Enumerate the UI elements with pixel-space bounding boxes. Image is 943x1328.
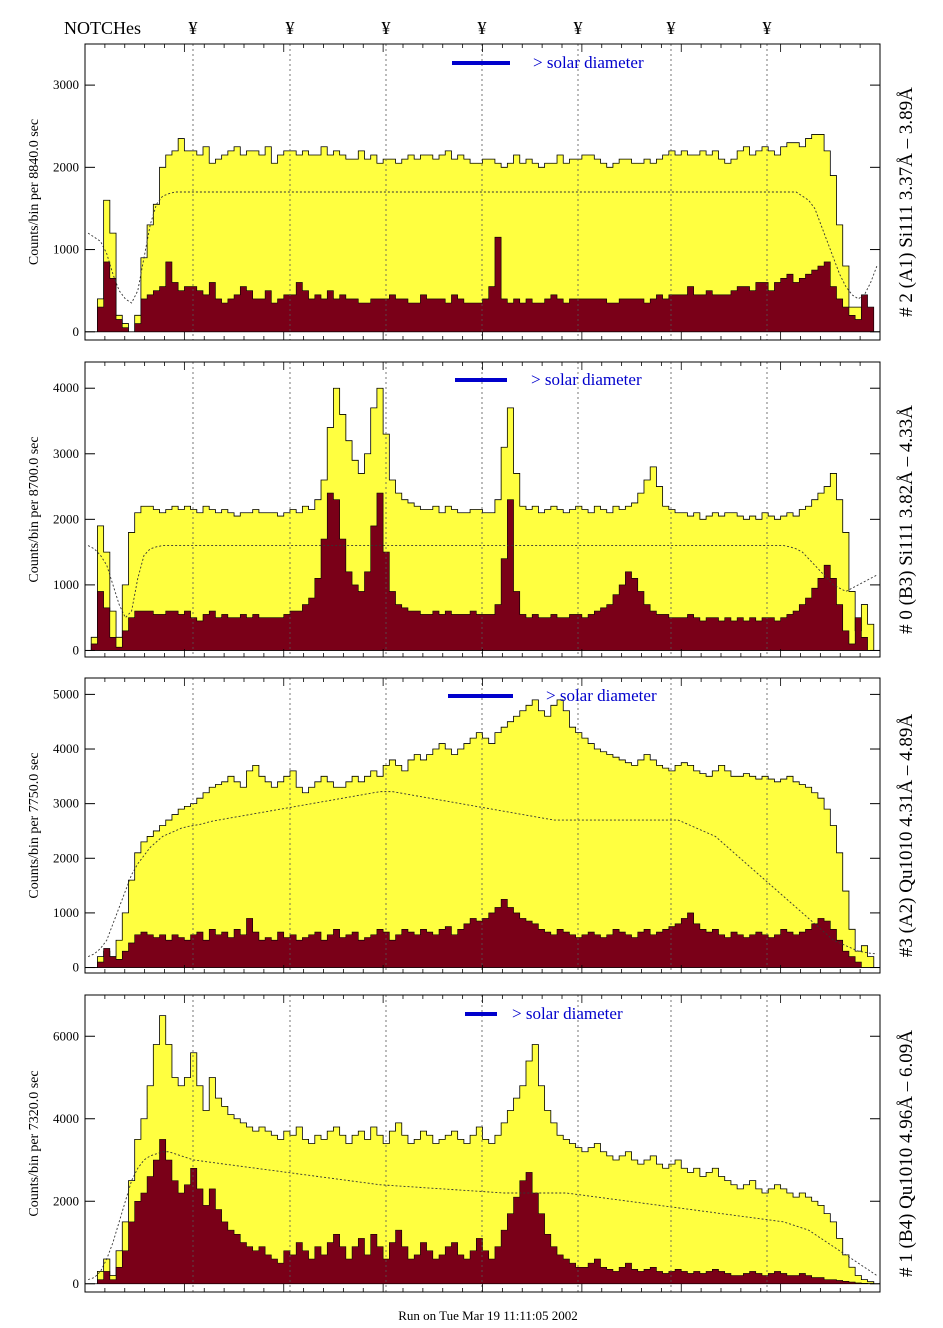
y-tick-label: 4000 [53,1111,79,1126]
solar-diameter-label: > solar diameter [546,686,657,705]
y-tick-label: 2000 [53,1193,79,1208]
notch-symbol: ¥ [189,18,198,38]
notch-symbol: ¥ [382,18,391,38]
profile-histogram [84,492,881,651]
notches-label: NOTCHes [64,18,141,38]
notch-symbol: ¥ [574,18,583,38]
chart-panel: 0 1000 2000 3000 Counts/bin per 8840.0 sec # … [27,43,917,341]
notch-symbol: ¥ [286,18,295,38]
notch-symbol: ¥ [667,18,676,38]
run-footer: Run on Tue Mar 19 11:11:05 2002 [398,1308,578,1323]
notch-symbol: ¥ [763,18,772,38]
y-tick-label: 1000 [53,905,79,920]
y-tick-label: 3000 [53,77,79,92]
y-axis-label: Counts/bin per 8700.0 sec [27,436,42,582]
right-panel-label: # 2 (A1) Si111 3.37Å – 3.89Å [896,87,917,317]
solar-diameter-label: > solar diameter [533,53,644,72]
y-tick-label: 1000 [53,577,79,592]
y-tick-label: 5000 [53,686,79,701]
model-curve [87,191,878,304]
y-tick-label: 4000 [53,380,79,395]
chart-panel: 0 1000 2000 3000 4000 Counts/bin per 8700.0 s… [27,361,917,658]
chart-panel: 0 2000 4000 6000 Counts/bin per 7320.0 sec # … [27,994,917,1293]
profile-histogram [85,1139,880,1285]
y-axis-label: Counts/bin per 7750.0 sec [27,752,42,898]
right-panel-label: # 0 (B3) Si111 3.82Å – 4.33Å [896,405,917,634]
envelope-histogram [84,387,881,651]
model-curve [87,545,878,619]
envelope-histogram [84,699,881,968]
notch-symbol: ¥ [478,18,487,38]
y-tick-label: 3000 [53,446,79,461]
envelope-histogram [84,134,881,333]
y-tick-label: 2000 [53,511,79,526]
right-panel-label: #3 (A2) Qu1010 4.31Å – 4.89Å [896,714,917,958]
y-tick-label: 1000 [53,242,79,257]
model-curve [87,791,877,958]
y-tick-label: 0 [73,1276,80,1291]
profile-histogram [84,898,881,968]
y-tick-label: 0 [73,642,80,657]
y-tick-label: 0 [73,960,80,975]
y-axis-label: Counts/bin per 8840.0 sec [27,119,42,265]
notch-markers: ¥ ¥ ¥ ¥ ¥ ¥ ¥ [189,18,772,38]
solar-diameter-label: > solar diameter [531,370,642,389]
solar-diameter-label: > solar diameter [512,1004,623,1023]
chart-panel: 0 1000 2000 3000 4000 5000 Counts/bin per 7750… [27,677,917,975]
y-tick-label: 0 [73,324,80,339]
y-tick-label: 2000 [53,850,79,865]
envelope-histogram [85,1015,880,1285]
y-tick-label: 4000 [53,741,79,756]
profile-histogram [84,236,881,333]
right-panel-label: # 1 (B4) Qu1010 4.96Å – 6.09Å [896,1030,917,1277]
y-tick-label: 3000 [53,796,79,811]
chart-panels: 0 1000 2000 3000 Counts/bin per 8840.0 sec # … [27,43,917,1293]
y-tick-label: 6000 [53,1028,79,1043]
y-tick-label: 2000 [53,159,79,174]
y-axis-label: Counts/bin per 7320.0 sec [27,1070,42,1216]
